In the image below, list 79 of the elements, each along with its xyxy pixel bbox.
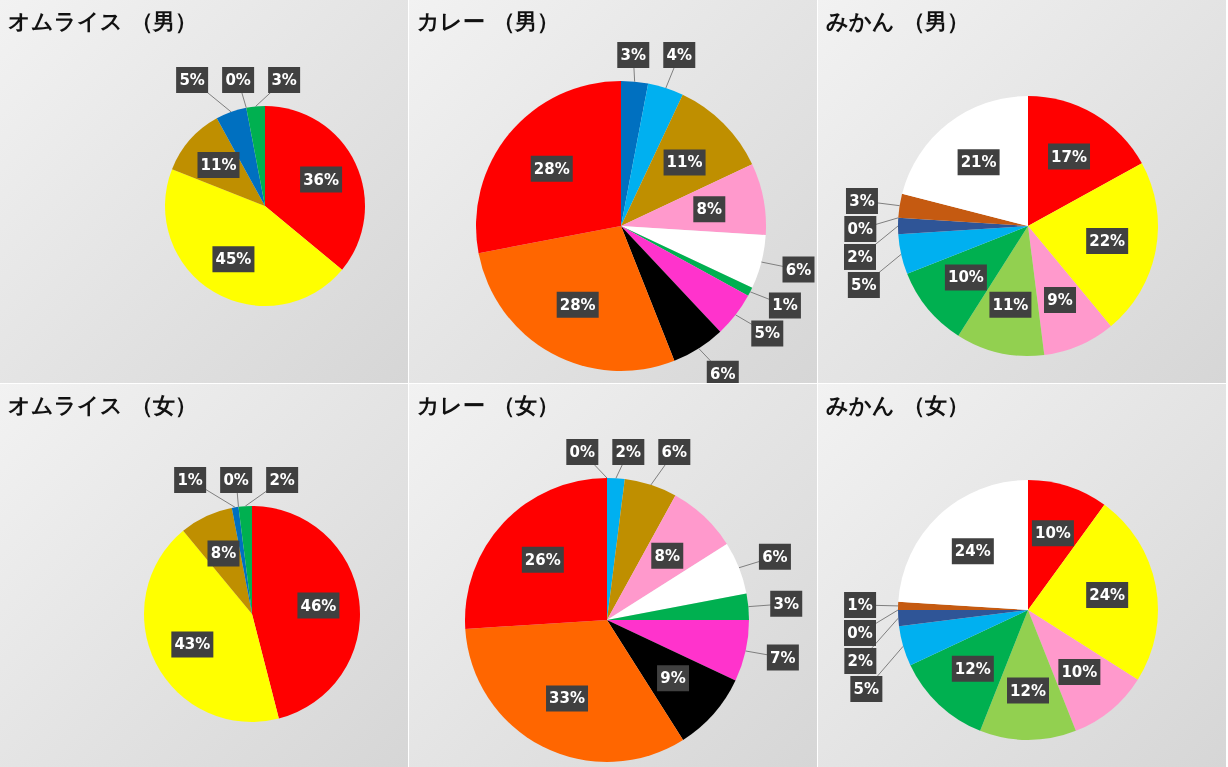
pie-slice <box>1028 163 1158 327</box>
pie-slice <box>265 106 365 270</box>
data-label: 3% <box>849 191 875 210</box>
data-label: 9% <box>1047 290 1073 309</box>
pie-slice <box>1028 504 1158 680</box>
chart-title: カレー （男） <box>417 9 559 34</box>
pie-slice <box>621 226 721 361</box>
data-label: 7% <box>770 648 796 667</box>
data-label: 8% <box>210 544 237 563</box>
data-label: 6% <box>710 364 736 383</box>
data-label: 24% <box>1089 585 1126 604</box>
data-label: 1% <box>847 595 873 614</box>
data-label: 28% <box>559 295 596 314</box>
pie-slice <box>144 530 279 722</box>
data-label: 46% <box>300 596 337 615</box>
data-label: 3% <box>271 71 297 89</box>
text: 0% <box>569 443 596 461</box>
pie-slice <box>621 226 766 288</box>
pie-slice <box>607 593 749 620</box>
pie-slice <box>476 81 621 254</box>
data-label: 11% <box>992 295 1029 314</box>
data-label: 10% <box>947 268 984 287</box>
data-label: 10% <box>1034 524 1071 543</box>
data-label: 21% <box>960 153 997 172</box>
pie-slice <box>165 169 343 306</box>
chart-title: みかん （男） <box>826 9 969 34</box>
text: 0% <box>847 623 873 642</box>
pie-slice <box>898 193 1028 226</box>
text: 0% <box>847 219 874 238</box>
data-label: 10% <box>1061 663 1098 682</box>
data-label: 45% <box>215 250 252 269</box>
data-label: 2% <box>615 443 642 461</box>
pie-slice <box>252 506 360 719</box>
data-label: 8% <box>654 546 680 565</box>
data-label: 4% <box>666 46 693 64</box>
pie-slice <box>607 620 749 681</box>
data-label: 12% <box>954 659 991 678</box>
chart-title: カレー （女） <box>417 393 559 418</box>
data-label: 24% <box>954 542 991 561</box>
data-label: 1% <box>772 296 798 315</box>
data-label: 6% <box>661 443 688 461</box>
data-label: 36% <box>303 170 340 189</box>
pie-slice <box>621 226 749 332</box>
pie-slice <box>465 478 607 629</box>
text: 0% <box>223 471 249 489</box>
data-label: 3% <box>620 46 647 64</box>
pie-slice <box>478 226 675 371</box>
pie-slice <box>246 106 265 206</box>
data-label: 2% <box>847 651 874 670</box>
chart-title: オムライス （女） <box>8 393 197 418</box>
chart-title: オムライス （男） <box>8 9 197 34</box>
data-label: 33% <box>549 689 585 708</box>
data-label: 2% <box>269 471 295 489</box>
pie-slice <box>902 96 1028 226</box>
pie-slice <box>607 543 747 620</box>
data-label: 6% <box>785 260 812 279</box>
data-label: 8% <box>696 200 723 219</box>
data-label: 9% <box>660 669 686 688</box>
data-label: 2% <box>847 247 873 266</box>
data-label: 28% <box>533 159 570 178</box>
data-label: 1% <box>177 471 203 489</box>
data-label: 5% <box>179 71 205 89</box>
data-label: 12% <box>1010 681 1046 700</box>
pie-slice <box>465 620 684 762</box>
text: 0% <box>225 71 251 89</box>
data-label: 6% <box>762 547 788 566</box>
data-label: 5% <box>851 275 877 294</box>
pie-slice <box>898 480 1028 610</box>
data-label: 3% <box>773 594 799 613</box>
data-label: 5% <box>853 679 880 698</box>
data-label: 43% <box>174 635 211 654</box>
data-label: 17% <box>1051 147 1087 166</box>
pie-slice <box>621 81 649 226</box>
data-label: 26% <box>524 550 561 569</box>
data-label: 11% <box>200 156 237 174</box>
data-label: 11% <box>666 153 703 172</box>
data-label: 22% <box>1089 232 1126 251</box>
chart-title: みかん （女） <box>826 393 969 418</box>
data-label: 5% <box>754 324 781 343</box>
